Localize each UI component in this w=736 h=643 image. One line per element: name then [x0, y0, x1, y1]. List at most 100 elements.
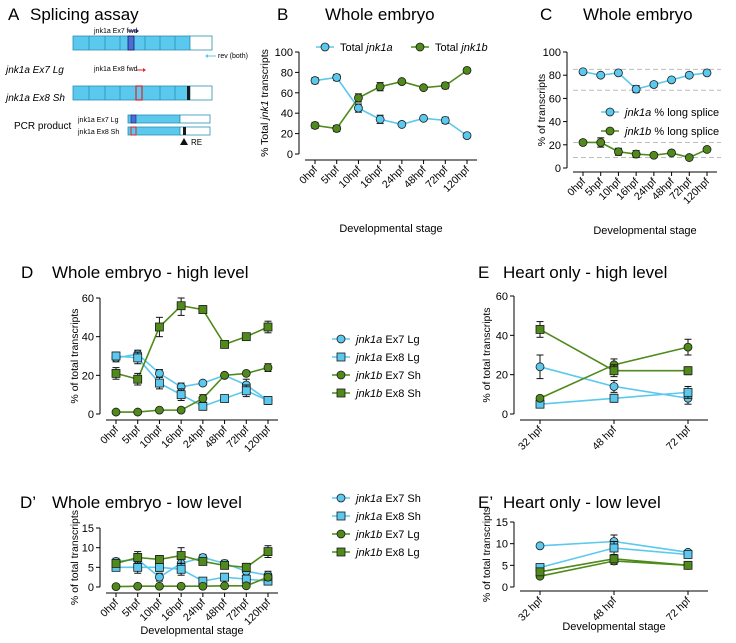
data-point [578, 67, 588, 77]
panel-letter: D [21, 263, 33, 282]
x-tick-label: 24hpf [181, 424, 208, 451]
data-point [111, 351, 121, 361]
y-tick-label: 20 [82, 370, 94, 382]
data-point [336, 334, 346, 344]
series-jnk1a-long-splice [578, 67, 712, 94]
data-point [375, 82, 385, 92]
legend-label: jnk1b % long splice [623, 126, 719, 138]
data-point [220, 581, 229, 591]
data-point [241, 368, 251, 378]
y-tick-label: 100 [543, 47, 561, 59]
data-point [332, 124, 342, 133]
x-tick-label: 10hpf [137, 424, 164, 451]
re-site [187, 86, 190, 100]
y-axis-label: % of transcripts [536, 74, 548, 146]
pcr-utr [179, 114, 211, 124]
y-tick-label: 5 [502, 560, 508, 572]
chart-panel-C: C Whole embryo0204060801000hpf5hpf10hpf16… [536, 5, 721, 237]
series-jnk1b-ex7-sh [111, 363, 273, 417]
primer-rev-label: rev (both) [218, 53, 248, 60]
data-point [111, 407, 121, 417]
data-point [631, 149, 641, 159]
chart-title: Heart only - high level [503, 263, 667, 282]
data-point [683, 550, 693, 559]
primer-fwd7-arrowhead [136, 29, 139, 33]
data-point [462, 131, 472, 141]
data-point [614, 147, 623, 157]
legend-label: jnk1a Ex8 Sh [354, 511, 421, 523]
data-point [332, 73, 342, 82]
data-point [462, 65, 472, 75]
legend-label: jnk1b Ex7 Sh [354, 370, 421, 382]
data-point [375, 114, 385, 124]
y-tick-label: 40 [281, 108, 293, 120]
data-point [263, 363, 273, 373]
x-tick-label: 16hpf [358, 164, 385, 191]
data-point [683, 560, 693, 570]
data-point [667, 75, 676, 85]
data-point [155, 322, 164, 332]
data-point [440, 81, 450, 91]
series-jnk1b-ex8-lg [111, 545, 273, 572]
x-tick-label: 72 hpf [664, 595, 693, 624]
data-point [176, 564, 186, 574]
x-axis-label: Developmental stage [562, 621, 665, 633]
data-point [336, 529, 346, 539]
data-point [684, 153, 694, 162]
x-tick-label: 32 hpf [516, 595, 545, 624]
data-point [310, 76, 320, 85]
y-tick-label: 10 [82, 543, 94, 555]
chart-title: Whole embryo - low level [52, 493, 242, 512]
y-tick-label: 0 [88, 409, 94, 421]
y-tick-label: 20 [496, 370, 508, 382]
re-triangle-icon [180, 138, 188, 145]
data-point [241, 332, 251, 342]
row1-label: jnk1a Ex7 Lg [4, 65, 64, 76]
data-point [198, 378, 208, 388]
y-axis-label: % of total transcripts [481, 507, 493, 602]
panel-a-title: Splicing assay [30, 5, 139, 24]
chart-panel-Ep: E’ Heart only - low level 0 5 10 15 32 hpf 48 h… [478, 493, 708, 633]
gene-model-ex8 [72, 85, 213, 101]
data-point [596, 70, 606, 80]
data-point [649, 150, 659, 160]
data-point [263, 322, 273, 332]
data-point [111, 582, 121, 592]
x-tick-label: 48 hpf [590, 595, 619, 624]
data-point [241, 562, 251, 572]
y-tick-label: 0 [88, 582, 94, 594]
data-point [631, 84, 641, 94]
x-axis-label: Developmental stage [339, 223, 442, 235]
data-point [155, 581, 164, 591]
data-point [440, 115, 450, 125]
legend-label: jnk1b Ex7 Lg [354, 529, 420, 541]
pcr-utr [179, 126, 211, 136]
data-point [535, 541, 545, 551]
panel-a-letter: A [8, 5, 20, 24]
data-point [176, 581, 186, 591]
y-axis-label: % of total transcripts [69, 308, 81, 403]
data-point [397, 120, 407, 129]
data-point [198, 401, 208, 411]
x-tick-label: 48hpf [203, 424, 230, 451]
data-point [155, 572, 164, 582]
data-point [684, 70, 694, 80]
data-point [649, 80, 659, 89]
x-tick-label: 72 hpf [664, 424, 693, 453]
y-axis-label: % of total transcripts [69, 510, 81, 605]
re-label: RE [191, 138, 202, 147]
chart-panel-B: B Whole embryo0204060801000hpf5hpf10hpf16… [259, 5, 488, 235]
data-point [397, 77, 407, 86]
series-jnk1b-long-splice [578, 137, 712, 162]
y-tick-label: 5 [88, 562, 94, 574]
x-tick-label: 16hpf [159, 597, 186, 624]
gene-model-ex7 [72, 35, 213, 51]
y-tick-label: 15 [496, 517, 508, 529]
y-axis-label: % of total transcripts [481, 307, 493, 402]
data-point [605, 126, 615, 136]
x-axis-label: Developmental stage [140, 625, 243, 637]
panel-letter: E’ [478, 493, 493, 512]
data-point [198, 581, 208, 591]
x-axis-label: Developmental stage [593, 225, 696, 237]
data-point [614, 68, 623, 78]
